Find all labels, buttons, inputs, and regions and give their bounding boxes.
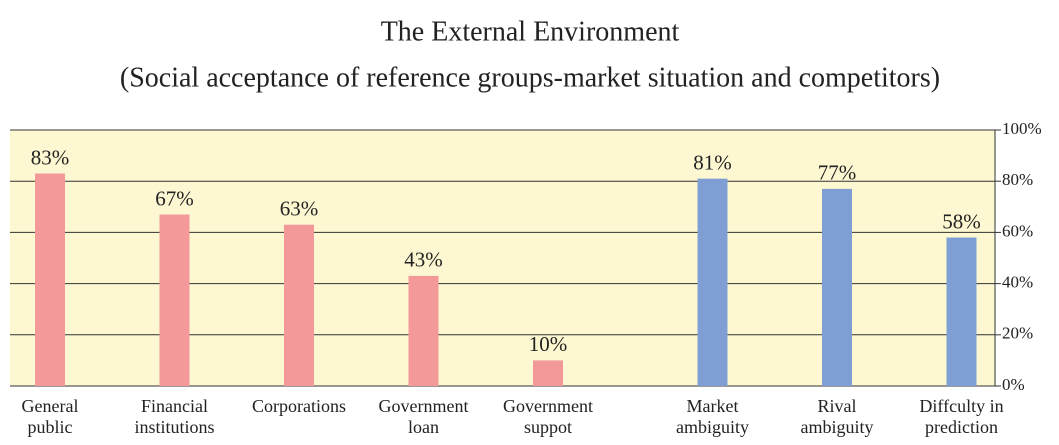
value-label: 81% [693, 150, 732, 174]
x-tick-label: Financial [141, 396, 208, 416]
value-label: 77% [818, 161, 857, 185]
value-label: 43% [404, 248, 443, 272]
value-label: 83% [31, 145, 70, 169]
x-tick-label: public [28, 417, 73, 437]
y-tick-label: 40% [1002, 273, 1033, 292]
y-tick-label: 80% [1002, 170, 1033, 189]
bar [35, 173, 65, 386]
x-tick-label: loan [408, 417, 439, 437]
x-tick-label: Diffculty in [919, 396, 1003, 416]
x-tick-label: Government [379, 396, 469, 416]
x-tick-label: ambiguity [676, 417, 749, 437]
y-tick-label: 100% [1002, 119, 1042, 138]
x-tick-label: Corporations [252, 396, 346, 416]
x-tick-label: Rival [818, 396, 857, 416]
value-label: 63% [280, 197, 319, 221]
y-tick-label: 20% [1002, 324, 1033, 343]
x-tick-label: prediction [925, 417, 998, 437]
bar [822, 188, 852, 386]
x-tick-label: Market [687, 396, 739, 416]
value-label: 58% [942, 209, 981, 233]
chart-title: The External Environment [381, 16, 680, 47]
bar [946, 237, 977, 386]
x-tick-label: General [22, 396, 79, 416]
y-tick-label: 0% [1002, 375, 1025, 394]
bar [284, 224, 314, 386]
bar [533, 360, 563, 386]
x-tick-label: institutions [134, 417, 214, 437]
x-tick-label: Government [503, 396, 593, 416]
chart-subtitle: (Social acceptance of reference groups-m… [120, 62, 940, 93]
bar [159, 214, 190, 386]
bar [408, 275, 439, 386]
x-tick-label: suppot [524, 417, 572, 437]
value-label: 10% [529, 332, 568, 356]
y-tick-label: 60% [1002, 221, 1033, 240]
x-tick-label: ambiguity [801, 417, 874, 437]
bar [697, 178, 728, 386]
value-label: 67% [155, 186, 194, 210]
